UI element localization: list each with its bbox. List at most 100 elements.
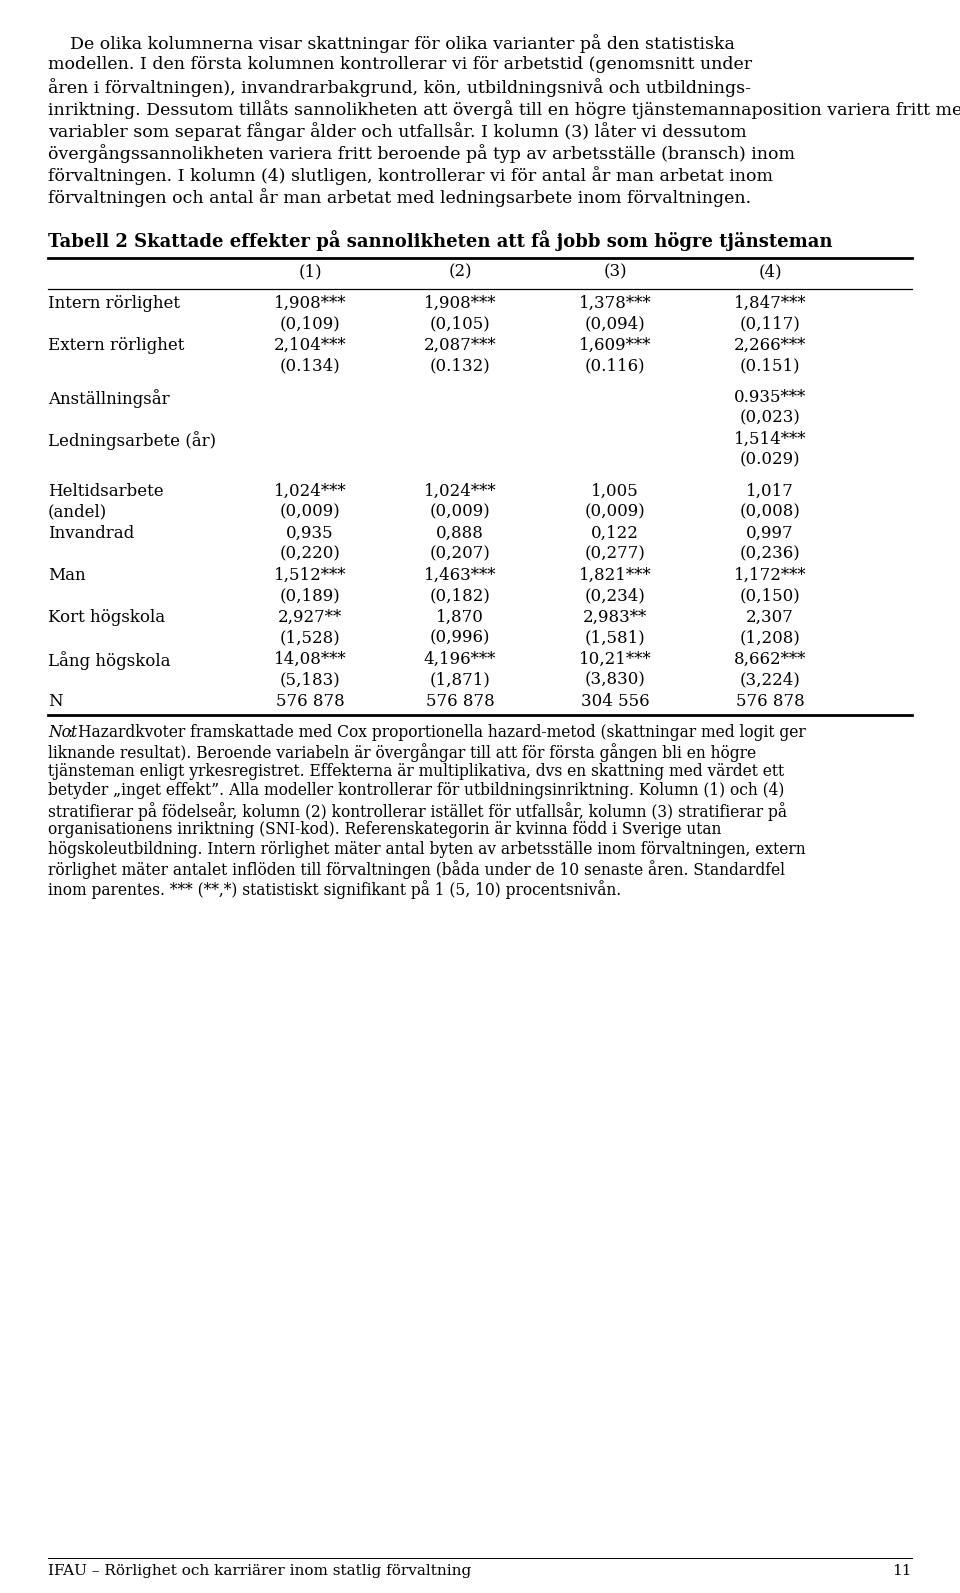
Text: (0,008): (0,008) [739, 503, 801, 521]
Text: (0,105): (0,105) [430, 315, 491, 333]
Text: inom parentes. *** (**,*) statistiskt signifikant på 1 (5, 10) procentsnivån.: inom parentes. *** (**,*) statistiskt si… [48, 879, 621, 898]
Text: (0,117): (0,117) [739, 315, 801, 333]
Text: 8,662***: 8,662*** [733, 652, 806, 667]
Text: 1,378***: 1,378*** [579, 295, 651, 312]
Text: (0,220): (0,220) [279, 546, 341, 562]
Text: Lång högskola: Lång högskola [48, 652, 171, 669]
Text: 10,21***: 10,21*** [579, 652, 651, 667]
Text: Heltidsarbete: Heltidsarbete [48, 483, 163, 500]
Text: 576 878: 576 878 [425, 693, 494, 710]
Text: tjänsteman enligt yrkesregistret. Effekterna är multiplikativa, dvs en skattning: tjänsteman enligt yrkesregistret. Effekt… [48, 763, 784, 781]
Text: Intern rörlighet: Intern rörlighet [48, 295, 180, 312]
Text: 2,927**: 2,927** [277, 609, 342, 626]
Text: 1,005: 1,005 [591, 483, 638, 500]
Text: (1): (1) [299, 264, 322, 280]
Text: (1,528): (1,528) [279, 629, 341, 647]
Text: 576 878: 576 878 [276, 693, 345, 710]
Text: Anställningsår: Anställningsår [48, 389, 170, 408]
Text: (3): (3) [603, 264, 627, 280]
Text: (4): (4) [758, 264, 781, 280]
Text: Not: Not [48, 723, 77, 741]
Text: (0,109): (0,109) [279, 315, 341, 333]
Text: 1,017: 1,017 [746, 483, 794, 500]
Text: (andel): (andel) [48, 503, 108, 521]
Text: (0.132): (0.132) [430, 358, 491, 374]
Text: 1,870: 1,870 [436, 609, 484, 626]
Text: högskoleutbildning. Intern rörlighet mäter antal byten av arbetsställe inom förv: högskoleutbildning. Intern rörlighet mät… [48, 841, 805, 857]
Text: 1,024***: 1,024*** [274, 483, 347, 500]
Text: (0.029): (0.029) [740, 452, 801, 468]
Text: 1,908***: 1,908*** [274, 295, 347, 312]
Text: förvaltningen och antal år man arbetat med ledningsarbete inom förvaltningen.: förvaltningen och antal år man arbetat m… [48, 188, 751, 207]
Text: övergångssannolikheten variera fritt beroende på typ av arbetsställe (bransch) i: övergångssannolikheten variera fritt ber… [48, 143, 795, 162]
Text: (0,996): (0,996) [430, 629, 491, 647]
Text: 14,08***: 14,08*** [274, 652, 347, 667]
Text: Extern rörlighet: Extern rörlighet [48, 336, 184, 354]
Text: (0.116): (0.116) [585, 358, 645, 374]
Text: Ledningsarbete (år): Ledningsarbete (år) [48, 430, 216, 449]
Text: (0,236): (0,236) [739, 546, 801, 562]
Text: 2,266***: 2,266*** [733, 336, 806, 354]
Text: (0,023): (0,023) [739, 409, 801, 427]
Text: liknande resultat). Beroende variabeln är övergångar till att för första gången : liknande resultat). Beroende variabeln ä… [48, 744, 756, 761]
Text: organisationens inriktning (SNI-kod). Referenskategorin är kvinna född i Sverige: organisationens inriktning (SNI-kod). Re… [48, 822, 721, 838]
Text: 0,997: 0,997 [746, 524, 794, 542]
Text: 2,087***: 2,087*** [423, 336, 496, 354]
Text: (0,189): (0,189) [279, 588, 341, 605]
Text: 0.935***: 0.935*** [733, 389, 806, 406]
Text: (0,234): (0,234) [585, 588, 645, 605]
Text: Kort högskola: Kort högskola [48, 609, 165, 626]
Text: 4,196***: 4,196*** [423, 652, 496, 667]
Text: Tabell 2 Skattade effekter på sannolikheten att få jobb som högre tjänsteman: Tabell 2 Skattade effekter på sannolikhe… [48, 229, 832, 250]
Text: (0.151): (0.151) [740, 358, 801, 374]
Text: 1,821***: 1,821*** [579, 567, 651, 583]
Text: N: N [48, 693, 62, 710]
Text: (3,830): (3,830) [585, 672, 645, 688]
Text: 0,122: 0,122 [591, 524, 639, 542]
Text: inriktning. Dessutom tillåts sannolikheten att övergå till en högre tjänstemanna: inriktning. Dessutom tillåts sannolikhet… [48, 100, 960, 119]
Text: (0,009): (0,009) [585, 503, 645, 521]
Text: 0,935: 0,935 [286, 524, 334, 542]
Text: Invandrad: Invandrad [48, 524, 134, 542]
Text: modellen. I den första kolumnen kontrollerar vi för arbetstid (genomsnitt under: modellen. I den första kolumnen kontroll… [48, 56, 752, 73]
Text: betyder „inget effekt”. Alla modeller kontrollerar för utbildningsinriktning. Ko: betyder „inget effekt”. Alla modeller ko… [48, 782, 784, 800]
Text: : Hazardkvoter framskattade med Cox proportionella hazard-metod (skattningar med: : Hazardkvoter framskattade med Cox prop… [68, 723, 805, 741]
Text: (1,208): (1,208) [739, 629, 801, 647]
Text: (0,182): (0,182) [429, 588, 491, 605]
Text: (1,581): (1,581) [585, 629, 645, 647]
Text: (3,224): (3,224) [739, 672, 801, 688]
Text: förvaltningen. I kolumn (4) slutligen, kontrollerar vi för antal år man arbetat : förvaltningen. I kolumn (4) slutligen, k… [48, 166, 773, 185]
Text: 2,983**: 2,983** [583, 609, 647, 626]
Text: (0,094): (0,094) [585, 315, 645, 333]
Text: (5,183): (5,183) [279, 672, 341, 688]
Text: (0,009): (0,009) [430, 503, 491, 521]
Text: (0.134): (0.134) [279, 358, 341, 374]
Text: (0,009): (0,009) [279, 503, 341, 521]
Text: 1,609***: 1,609*** [579, 336, 651, 354]
Text: 1,463***: 1,463*** [423, 567, 496, 583]
Text: 0,888: 0,888 [436, 524, 484, 542]
Text: De olika kolumnerna visar skattningar för olika varianter på den statistiska: De olika kolumnerna visar skattningar fö… [48, 33, 734, 53]
Text: variabler som separat fångar ålder och utfallsår. I kolumn (3) låter vi dessutom: variabler som separat fångar ålder och u… [48, 123, 747, 140]
Text: (2): (2) [448, 264, 471, 280]
Text: 11: 11 [893, 1564, 912, 1579]
Text: (1,871): (1,871) [429, 672, 491, 688]
Text: 1,908***: 1,908*** [423, 295, 496, 312]
Text: 576 878: 576 878 [735, 693, 804, 710]
Text: rörlighet mäter antalet inflöden till förvaltningen (båda under de 10 senaste år: rörlighet mäter antalet inflöden till fö… [48, 860, 785, 879]
Text: stratifierar på födelseår, kolumn (2) kontrollerar istället för utfallsår, kolum: stratifierar på födelseår, kolumn (2) ko… [48, 801, 787, 820]
Text: 1,172***: 1,172*** [733, 567, 806, 583]
Text: åren i förvaltningen), invandrarbakgrund, kön, utbildningsnivå och utbildnings-: åren i förvaltningen), invandrarbakgrund… [48, 78, 751, 97]
Text: 2,307: 2,307 [746, 609, 794, 626]
Text: IFAU – Rörlighet och karriärer inom statlig förvaltning: IFAU – Rörlighet och karriärer inom stat… [48, 1564, 471, 1579]
Text: 304 556: 304 556 [581, 693, 649, 710]
Text: 2,104***: 2,104*** [274, 336, 347, 354]
Text: 1,512***: 1,512*** [274, 567, 347, 583]
Text: 1,514***: 1,514*** [733, 430, 806, 448]
Text: (0,207): (0,207) [429, 546, 491, 562]
Text: (0,277): (0,277) [585, 546, 645, 562]
Text: 1,847***: 1,847*** [733, 295, 806, 312]
Text: 1,024***: 1,024*** [423, 483, 496, 500]
Text: (0,150): (0,150) [739, 588, 801, 605]
Text: Man: Man [48, 567, 85, 583]
